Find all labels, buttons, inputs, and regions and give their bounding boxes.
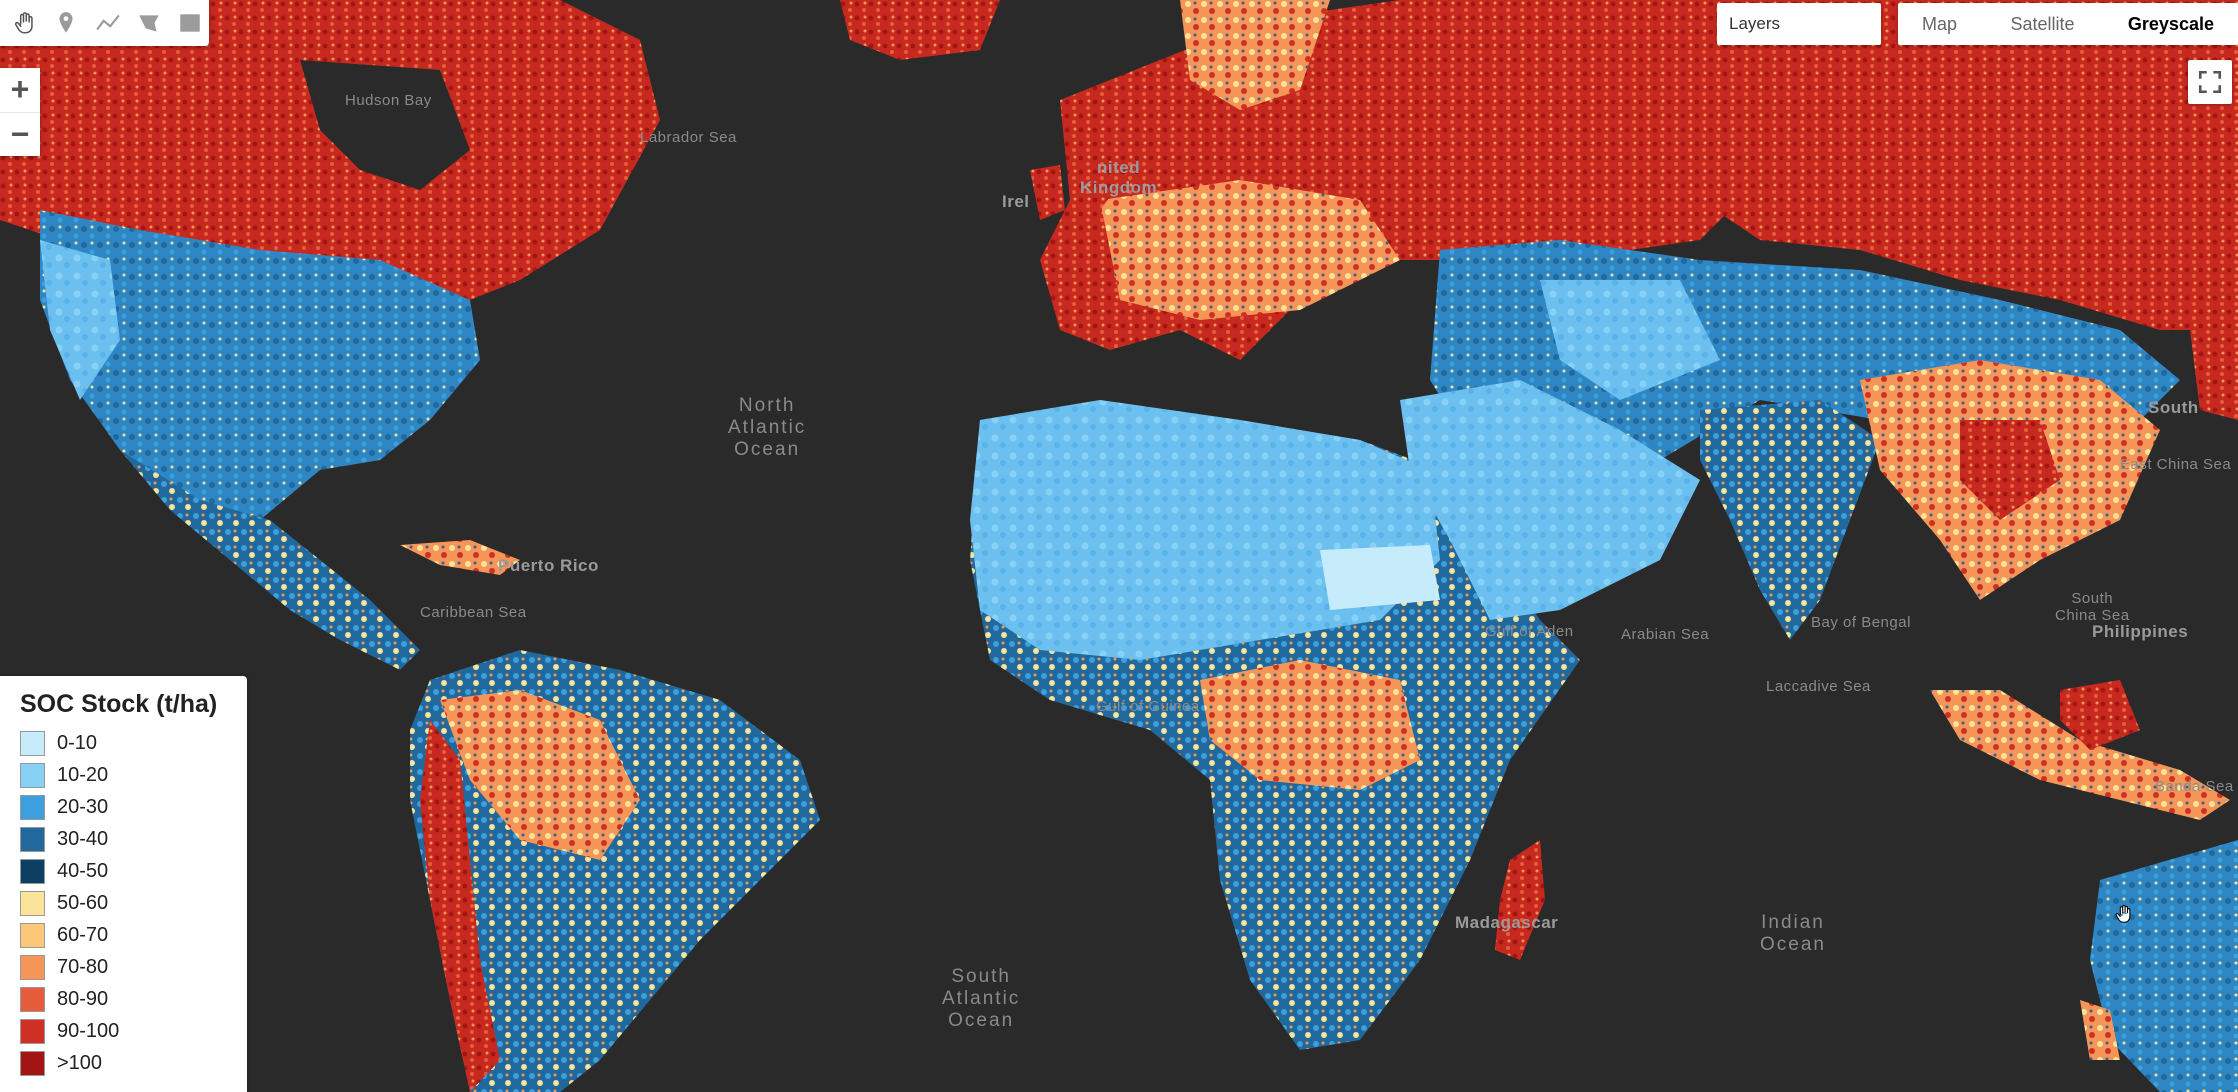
legend-label: 0-10 — [57, 731, 98, 754]
zoom-in-button[interactable]: + — [10, 71, 30, 108]
legend-swatch — [20, 762, 45, 788]
legend-label: 40-50 — [57, 859, 109, 882]
polyline-icon[interactable] — [89, 4, 126, 42]
hand-cursor-icon — [2113, 902, 2135, 931]
legend-item: 80-90 — [20, 983, 247, 1015]
legend-item: 20-30 — [20, 791, 247, 823]
legend-panel: SOC Stock (t/ha) 0-10 10-20 20-30 30-40 40-5… — [0, 676, 247, 1092]
map-label-south-atlantic: South Atlantic Ocean — [942, 966, 1021, 1031]
legend-label: 50-60 — [57, 891, 109, 914]
legend-swatch — [20, 730, 45, 756]
legend-label: 70-80 — [57, 955, 109, 978]
legend-item: 40-50 — [20, 855, 247, 887]
legend-item: 90-100 — [20, 1015, 247, 1047]
map-label-south-korea: South — [2148, 398, 2199, 417]
legend-item: >100 — [20, 1047, 247, 1079]
map-label-indian-ocean: Indian Ocean — [1760, 912, 1826, 955]
marker-icon[interactable] — [47, 4, 84, 42]
map-label-puerto-rico: Puerto Rico — [498, 556, 599, 575]
map-label-south-china-sea: South China Sea — [2055, 590, 2130, 625]
legend-swatch — [20, 890, 45, 916]
legend-label: 90-100 — [57, 1019, 120, 1042]
map-label-madagascar: Madagascar — [1455, 913, 1559, 932]
legend-item: 30-40 — [20, 823, 247, 855]
map-type-greyscale-button[interactable]: Greyscale — [2127, 13, 2214, 34]
legend-swatch — [20, 922, 45, 948]
legend-label: 30-40 — [57, 827, 109, 850]
legend-item: 60-70 — [20, 919, 247, 951]
map-label-laccadive-sea: Laccadive Sea — [1766, 678, 1871, 695]
map-label-east-china-sea: East China Sea — [2120, 456, 2232, 473]
polygon-icon[interactable] — [130, 4, 167, 42]
map-label-banda-sea: Banda Sea — [2155, 778, 2234, 795]
legend-swatch — [20, 1050, 45, 1076]
map-label-hudson-bay: Hudson Bay — [345, 92, 432, 109]
drawing-toolbar — [0, 0, 209, 46]
legend-label: 60-70 — [57, 923, 109, 946]
legend-swatch — [20, 1018, 45, 1044]
map-label-ireland: Irel — [1002, 192, 1030, 211]
map-label-gulf-of-guinea: Gulf of Guinea — [1096, 698, 1200, 715]
rectangle-icon[interactable] — [172, 4, 209, 42]
map-label-united-kingdom: nited Kingdom — [1080, 158, 1158, 197]
map-label-gulf-of-aden: Gulf of Aden — [1485, 623, 1574, 640]
legend-item: 70-80 — [20, 951, 247, 983]
map-label-north-atlantic: North Atlantic Ocean — [728, 395, 807, 460]
map-type-map-button[interactable]: Map — [1922, 13, 1958, 34]
layers-dropdown[interactable]: Layers — [1717, 3, 1881, 45]
map-label-arabian-sea: Arabian Sea — [1621, 626, 1710, 643]
legend-item: 50-60 — [20, 887, 247, 919]
layers-label: Layers — [1729, 14, 1781, 33]
legend-title: SOC Stock (t/ha) — [20, 690, 218, 718]
map-label-caribbean-sea: Caribbean Sea — [420, 604, 527, 621]
legend-label: 10-20 — [57, 763, 109, 786]
zoom-out-button[interactable]: − — [0, 111, 40, 157]
legend-item: 0-10 — [20, 727, 247, 759]
zoom-control: + − — [0, 68, 40, 156]
legend-swatch — [20, 858, 45, 884]
legend-label: >100 — [57, 1051, 103, 1074]
pan-hand-icon[interactable] — [6, 4, 43, 42]
legend-label: 20-30 — [57, 795, 109, 818]
map-type-satellite-button[interactable]: Satellite — [2010, 13, 2075, 34]
fullscreen-icon — [2198, 70, 2222, 94]
legend-swatch — [20, 826, 45, 852]
legend-item: 10-20 — [20, 759, 247, 791]
map-type-control: Map Satellite Greyscale — [1898, 3, 2238, 45]
legend-label: 80-90 — [57, 987, 109, 1010]
map-label-bay-of-bengal: Bay of Bengal — [1811, 614, 1911, 631]
map-label-labrador-sea: Labrador Sea — [640, 129, 737, 146]
map-label-philippines: Philippines — [2092, 622, 2189, 641]
legend-swatch — [20, 794, 45, 820]
legend-swatch — [20, 954, 45, 980]
legend-swatch — [20, 986, 45, 1012]
fullscreen-button[interactable] — [2188, 60, 2232, 104]
